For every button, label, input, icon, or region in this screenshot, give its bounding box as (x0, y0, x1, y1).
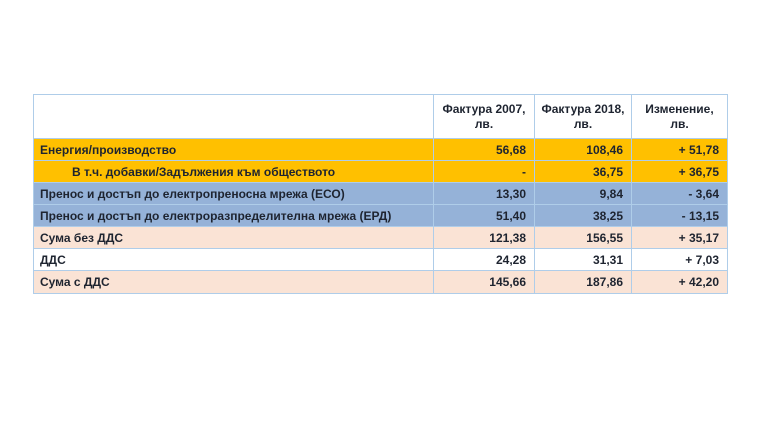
value-2018: 187,86 (535, 271, 632, 293)
row-label: Сума без ДДС (34, 227, 434, 249)
value-change: + 35,17 (632, 227, 727, 249)
table-body: Енергия/производство 56,68 108,46 + 51,7… (34, 139, 727, 293)
row-label: В т.ч. добавки/Задължения към обществото (34, 161, 434, 183)
value-2018: 156,55 (535, 227, 632, 249)
value-2018: 31,31 (535, 249, 632, 271)
value-2018: 9,84 (535, 183, 632, 205)
table-row: Пренос и достъп до електроразпределителн… (34, 205, 727, 227)
row-label: Пренос и достъп до електроразпределителн… (34, 205, 434, 227)
header-invoice-2007: Фактура 2007, лв. (434, 95, 535, 139)
row-label: ДДС (34, 249, 434, 271)
value-2007: 121,38 (434, 227, 535, 249)
value-2018: 36,75 (535, 161, 632, 183)
table-row: Сума без ДДС 121,38 156,55 + 35,17 (34, 227, 727, 249)
value-change: - 13,15 (632, 205, 727, 227)
table-row: В т.ч. добавки/Задължения към обществото… (34, 161, 727, 183)
row-label: Сума с ДДС (34, 271, 434, 293)
table-row: ДДС 24,28 31,31 + 7,03 (34, 249, 727, 271)
table-row: Пренос и достъп до електропреносна мрежа… (34, 183, 727, 205)
row-label: Пренос и достъп до електропреносна мрежа… (34, 183, 434, 205)
header-change: Изменение, лв. (632, 95, 727, 139)
value-2018: 108,46 (535, 139, 632, 161)
value-change: - 3,64 (632, 183, 727, 205)
value-2007: 13,30 (434, 183, 535, 205)
header-empty-cell (34, 95, 434, 139)
invoice-comparison-table: Фактура 2007, лв. Фактура 2018, лв. Изме… (33, 94, 728, 294)
value-2018: 38,25 (535, 205, 632, 227)
value-2007: 24,28 (434, 249, 535, 271)
table-row: Енергия/производство 56,68 108,46 + 51,7… (34, 139, 727, 161)
value-2007: - (434, 161, 535, 183)
value-change: + 7,03 (632, 249, 727, 271)
table-header-row: Фактура 2007, лв. Фактура 2018, лв. Изме… (34, 95, 727, 139)
header-invoice-2018: Фактура 2018, лв. (535, 95, 632, 139)
value-2007: 145,66 (434, 271, 535, 293)
value-change: + 36,75 (632, 161, 727, 183)
table-row: Сума с ДДС 145,66 187,86 + 42,20 (34, 271, 727, 293)
row-label: Енергия/производство (34, 139, 434, 161)
value-2007: 56,68 (434, 139, 535, 161)
value-change: + 51,78 (632, 139, 727, 161)
value-2007: 51,40 (434, 205, 535, 227)
value-change: + 42,20 (678, 275, 719, 289)
